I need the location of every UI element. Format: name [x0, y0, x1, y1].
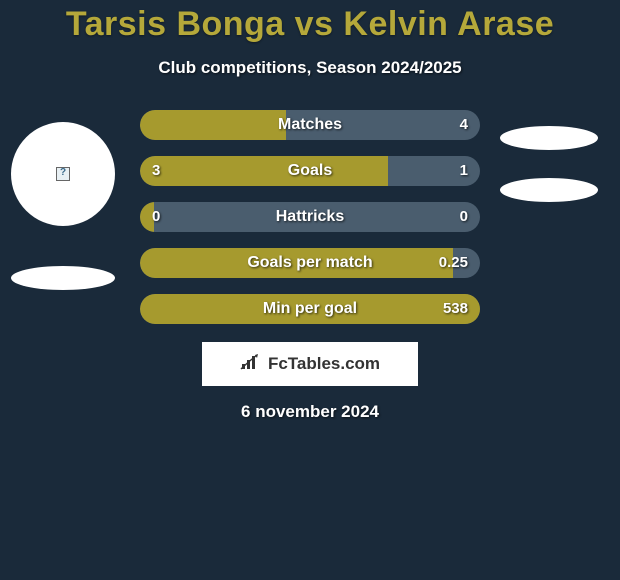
stat-right-value: 538: [443, 294, 468, 324]
comparison-card: Tarsis Bonga vs Kelvin Arase Club compet…: [0, 0, 620, 422]
branding-badge[interactable]: FcTables.com: [202, 342, 418, 386]
missing-image-icon: [56, 167, 70, 181]
shadow-ellipse-left: [11, 266, 115, 290]
stat-right-value: 0.25: [439, 248, 468, 278]
shadow-ellipse-right-1: [500, 126, 598, 150]
stat-row-goals-per-match: Goals per match 0.25: [140, 248, 480, 278]
page-title: Tarsis Bonga vs Kelvin Arase: [0, 5, 620, 44]
stat-row-matches: Matches 4: [140, 110, 480, 140]
shadow-ellipse-right-2: [500, 178, 598, 202]
stat-right-value: 0: [460, 202, 468, 232]
stat-right-value: 1: [460, 156, 468, 186]
stat-right-value: 4: [460, 110, 468, 140]
branding-label: FcTables.com: [268, 354, 380, 374]
date-label: 6 november 2024: [0, 402, 620, 422]
stat-label: Goals: [140, 156, 480, 186]
page-subtitle: Club competitions, Season 2024/2025: [0, 58, 620, 78]
stat-label: Min per goal: [140, 294, 480, 324]
player-left-block: [8, 122, 118, 290]
stat-row-goals: 3 Goals 1: [140, 156, 480, 186]
avatar-left: [11, 122, 115, 226]
stat-row-min-per-goal: Min per goal 538: [140, 294, 480, 324]
stat-label: Goals per match: [140, 248, 480, 278]
bar-chart-icon: [240, 353, 262, 376]
stat-label: Hattricks: [140, 202, 480, 232]
stat-bars: Matches 4 3 Goals 1 0 Hattricks 0 Goals …: [140, 110, 480, 324]
stat-label: Matches: [140, 110, 480, 140]
stat-row-hattricks: 0 Hattricks 0: [140, 202, 480, 232]
